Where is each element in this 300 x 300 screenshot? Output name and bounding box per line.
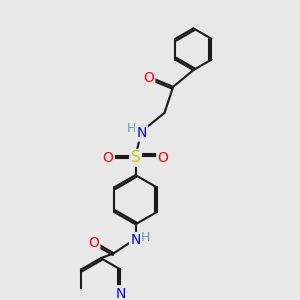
Text: H: H [141,231,150,244]
Text: O: O [103,151,113,165]
Text: S: S [131,150,140,165]
Text: N: N [130,233,141,247]
Text: O: O [143,71,154,85]
Text: N: N [136,126,146,140]
Text: O: O [88,236,99,250]
Text: O: O [158,151,169,165]
Text: N: N [115,286,125,300]
Text: H: H [127,122,136,135]
